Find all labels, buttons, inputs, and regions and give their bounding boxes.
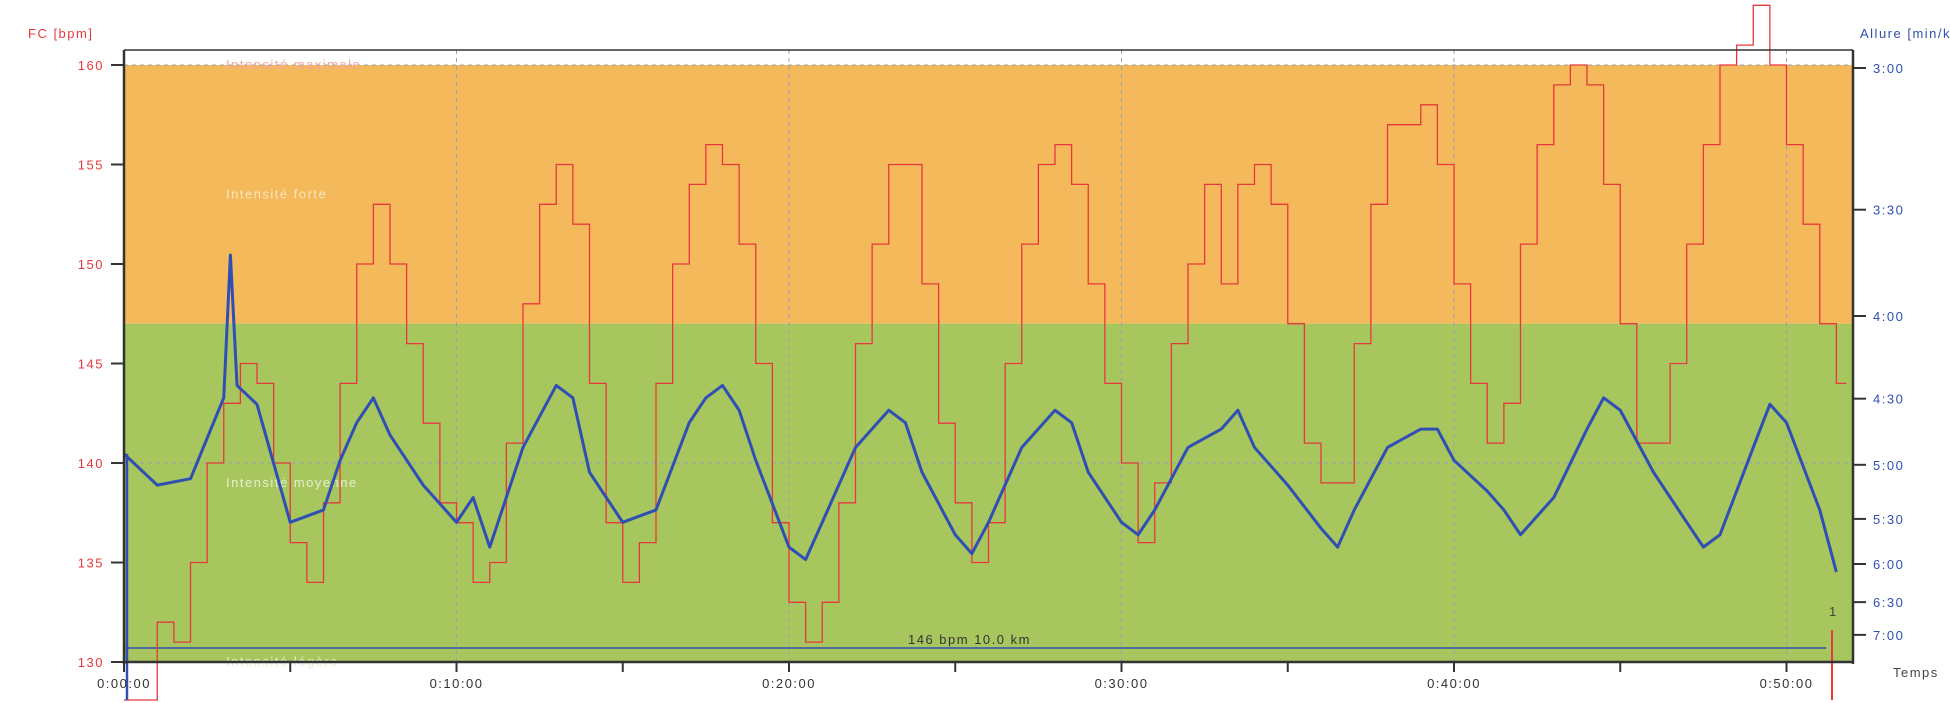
left-tick-label: 140 — [78, 456, 104, 471]
x-tick-label: 0:00:00 — [97, 676, 151, 691]
right-tick-label: 6:30 — [1873, 595, 1904, 610]
hr-series-line — [124, 4, 1847, 701]
x-tick-label: 0:10:00 — [430, 676, 484, 691]
right-tick-label: 3:00 — [1873, 61, 1904, 76]
right-tick-label: 4:00 — [1873, 309, 1904, 324]
right-tick-label: 5:30 — [1873, 512, 1904, 527]
right-tick-label: 7:00 — [1873, 628, 1904, 643]
left-tick-label: 145 — [78, 357, 104, 372]
zone-label: Intensité maximale — [226, 57, 361, 72]
left-tick-label: 150 — [78, 257, 104, 272]
left-tick-label: 155 — [78, 158, 104, 173]
zone-label: Intensité forte — [226, 186, 327, 201]
pace-series-line — [122, 253, 1838, 573]
right-tick-label: 5:00 — [1873, 458, 1904, 473]
x-tick-label: 0:40:00 — [1427, 676, 1481, 691]
x-tick-label: 0:30:00 — [1095, 676, 1149, 691]
x-tick-label: 0:50:00 — [1760, 676, 1814, 691]
left-tick-label: 160 — [78, 58, 104, 73]
right-tick-label: 6:00 — [1873, 557, 1904, 572]
zone-intensite-forte — [124, 65, 1853, 324]
marker-label: 146 bpm 10.0 km — [908, 632, 1031, 647]
left-tick-label: 135 — [78, 556, 104, 571]
zone-label: Intensité moyenne — [226, 475, 358, 490]
left-axis-title: FC [bpm] — [28, 26, 93, 41]
lap-marker-label: 1 — [1829, 604, 1838, 619]
right-tick-label: 3:30 — [1873, 203, 1904, 218]
right-tick-label: 4:30 — [1873, 392, 1904, 407]
zone-intensite-moyenne — [124, 323, 1853, 662]
x-tick-label: 0:20:00 — [762, 676, 816, 691]
right-axis-title: Allure [min/km] — [1860, 26, 1950, 41]
x-axis-title: Temps — [1893, 665, 1939, 680]
left-tick-label: 130 — [78, 655, 104, 670]
